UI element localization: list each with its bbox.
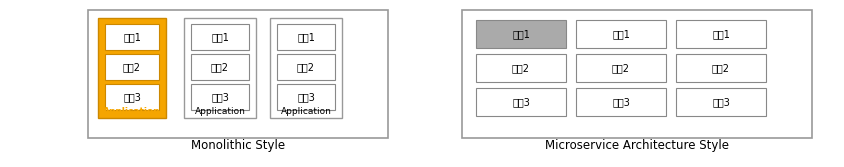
Bar xyxy=(576,54,666,82)
Bar xyxy=(676,20,766,48)
Bar xyxy=(277,24,335,50)
Bar xyxy=(88,10,388,138)
Text: 기뉔2: 기뉔2 xyxy=(612,63,630,73)
Bar xyxy=(476,88,566,116)
Text: 기뉔1: 기뉔1 xyxy=(512,29,530,39)
Text: 기뉔1: 기뉔1 xyxy=(123,32,141,42)
Text: 기뉔1: 기뉔1 xyxy=(297,32,315,42)
Bar xyxy=(191,24,249,50)
Text: 기뉔1: 기뉔1 xyxy=(211,32,229,42)
Bar xyxy=(270,18,342,118)
Text: Application: Application xyxy=(280,108,332,117)
Text: 기뉔3: 기뉔3 xyxy=(297,92,315,102)
Bar xyxy=(105,54,159,80)
Text: 기뉔3: 기뉔3 xyxy=(211,92,229,102)
Bar xyxy=(476,54,566,82)
Text: 기뉔3: 기뉔3 xyxy=(612,97,630,107)
Bar xyxy=(184,18,256,118)
Text: Microservice Architecture Style: Microservice Architecture Style xyxy=(545,139,729,152)
Text: 기뉔2: 기뉔2 xyxy=(297,62,315,72)
Text: Monolithic Style: Monolithic Style xyxy=(191,139,285,152)
Text: Application: Application xyxy=(103,108,161,117)
Bar xyxy=(277,84,335,110)
Text: 기뉔2: 기뉔2 xyxy=(211,62,229,72)
Bar xyxy=(576,88,666,116)
Text: 기뉔3: 기뉔3 xyxy=(512,97,530,107)
Bar xyxy=(277,54,335,80)
Bar xyxy=(191,54,249,80)
Text: 기뉔2: 기뉔2 xyxy=(512,63,530,73)
Bar xyxy=(105,24,159,50)
Text: 기뉔2: 기뉔2 xyxy=(123,62,141,72)
Text: 기뉔2: 기뉔2 xyxy=(712,63,730,73)
Text: 기뉔1: 기뉔1 xyxy=(712,29,730,39)
Bar xyxy=(462,10,812,138)
Text: 기뉔1: 기뉔1 xyxy=(612,29,630,39)
Text: Application: Application xyxy=(195,108,246,117)
Bar xyxy=(576,20,666,48)
Bar xyxy=(676,54,766,82)
Text: 기뉔3: 기뉔3 xyxy=(123,92,141,102)
Bar xyxy=(476,20,566,48)
Bar xyxy=(98,18,166,118)
Bar xyxy=(676,88,766,116)
Text: 기뉔3: 기뉔3 xyxy=(712,97,730,107)
Bar xyxy=(105,84,159,110)
Bar xyxy=(191,84,249,110)
